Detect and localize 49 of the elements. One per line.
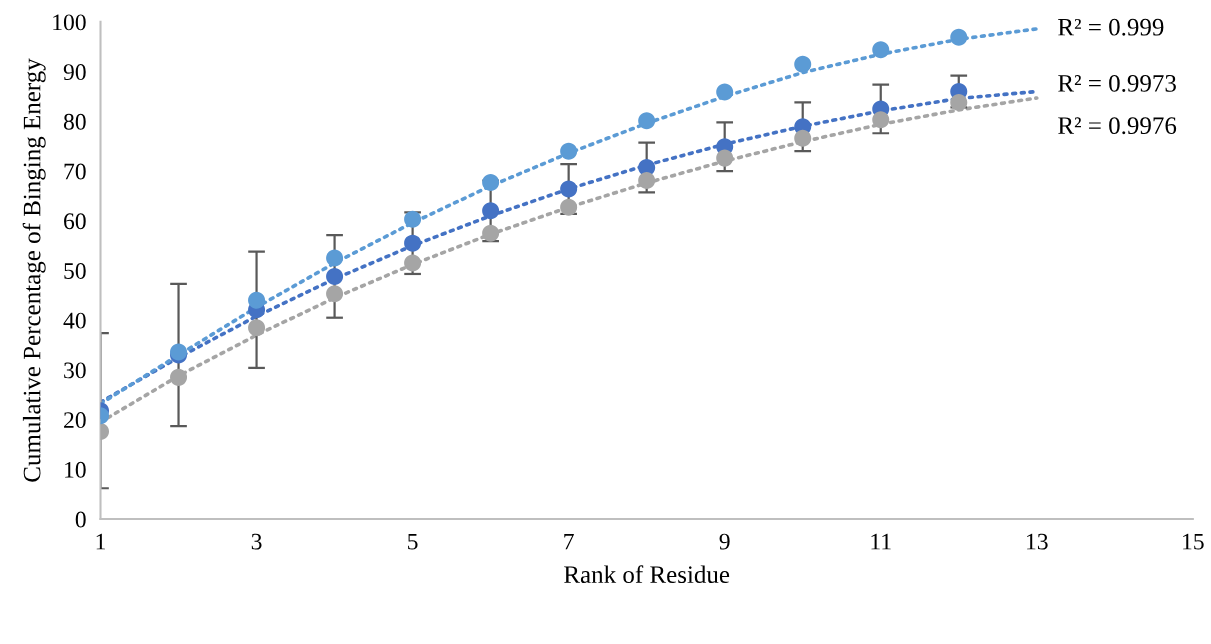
y-tick-label: 50 [64,262,86,279]
y-tick-label: 100 [53,14,86,31]
point [560,180,578,198]
y-tick-label: 0 [75,511,86,528]
point [560,198,578,216]
x-tick-label: 9 [719,533,730,550]
point [404,210,422,228]
point [794,55,812,73]
point [326,249,344,267]
x-tick-label: 13 [1027,533,1048,550]
point [872,111,890,129]
point [638,112,656,130]
y-tick-label: 60 [64,213,86,230]
point [326,285,344,303]
y-tick-label: 20 [64,412,86,429]
point [326,267,344,285]
point [248,319,266,337]
x-tick-label: 15 [1183,533,1204,550]
y-tick-label: 80 [63,113,86,130]
y-tick-label: 90 [63,64,86,81]
point [482,202,500,220]
y-tick-label: 70 [64,163,86,180]
y-tick-label: 40 [63,312,86,329]
point [404,254,422,272]
annotation: R² = 0.999 [1058,18,1164,36]
point [482,224,500,242]
x-axis-title: Rank of Residue [564,565,730,584]
point [872,41,890,59]
x-tick-label: 7 [564,533,574,550]
point [560,142,578,160]
point [950,93,968,111]
x-tick-label: 11 [871,533,891,550]
annotation: R² = 0.9973 [1058,74,1176,92]
point [716,149,734,167]
y-tick-label: 10 [65,461,86,478]
point [404,234,422,252]
x-tick-label: 1 [96,533,105,550]
point [716,83,734,101]
y-axis-title: Cumulative Percentage of Binging Energy [22,58,46,482]
y-tick-label: 30 [64,362,86,379]
x-tick-label: 3 [251,533,262,550]
point [950,28,968,46]
x-tick-label: 5 [408,533,418,550]
point [638,171,656,189]
annotation: R² = 0.9976 [1058,117,1177,135]
point [170,368,188,386]
point [248,291,266,309]
point [482,173,500,191]
point [794,129,812,147]
